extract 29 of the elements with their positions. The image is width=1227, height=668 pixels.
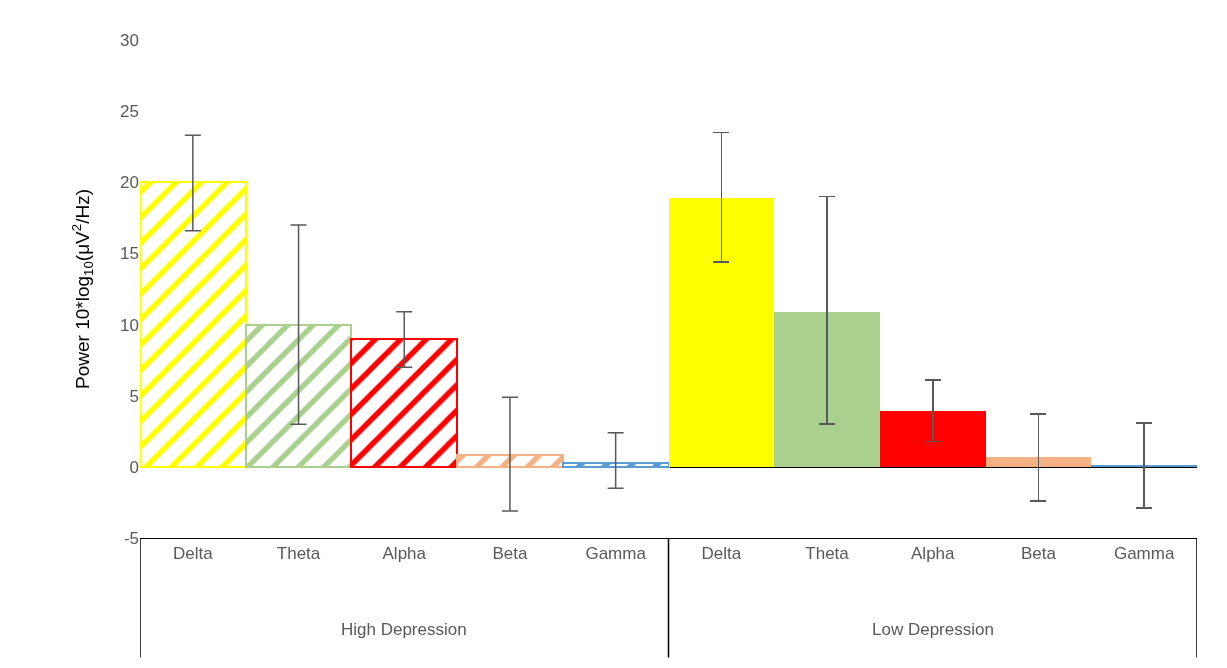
x-tick-label: Theta — [805, 544, 850, 564]
bar — [140, 181, 247, 468]
x-tick-label: Alpha — [911, 544, 956, 564]
bar — [880, 411, 986, 467]
y-tick-label: 10 — [120, 315, 139, 335]
y-tick-label: -5 — [123, 528, 139, 548]
y-tick-label: 30 — [120, 30, 139, 50]
x-tick-label: Delta — [173, 544, 214, 564]
text: High Depression — [341, 620, 467, 639]
x-tick-label: Beta — [492, 544, 528, 564]
x-tick-label: Alpha — [382, 544, 427, 564]
bar — [245, 324, 352, 468]
y-tick-label: 5 — [129, 386, 139, 406]
bar — [350, 338, 458, 468]
bar — [562, 462, 670, 468]
bar — [669, 198, 774, 467]
bar — [774, 312, 880, 467]
text: Low Depression — [872, 620, 994, 639]
y-tick-label: 20 — [120, 173, 139, 193]
x-tick-label: Gamma — [1113, 544, 1175, 564]
y-tick-label: 0 — [129, 457, 139, 477]
x-tick-label: Beta — [1020, 544, 1057, 564]
x-tick-label: Theta — [276, 544, 321, 564]
y-tick-label: 25 — [120, 102, 139, 122]
x-tick-label: Gamma — [585, 544, 647, 564]
y-tick-label: 15 — [120, 244, 139, 264]
x-tick-label: Delta — [701, 544, 742, 564]
bar — [986, 457, 1091, 467]
bar — [456, 454, 564, 468]
